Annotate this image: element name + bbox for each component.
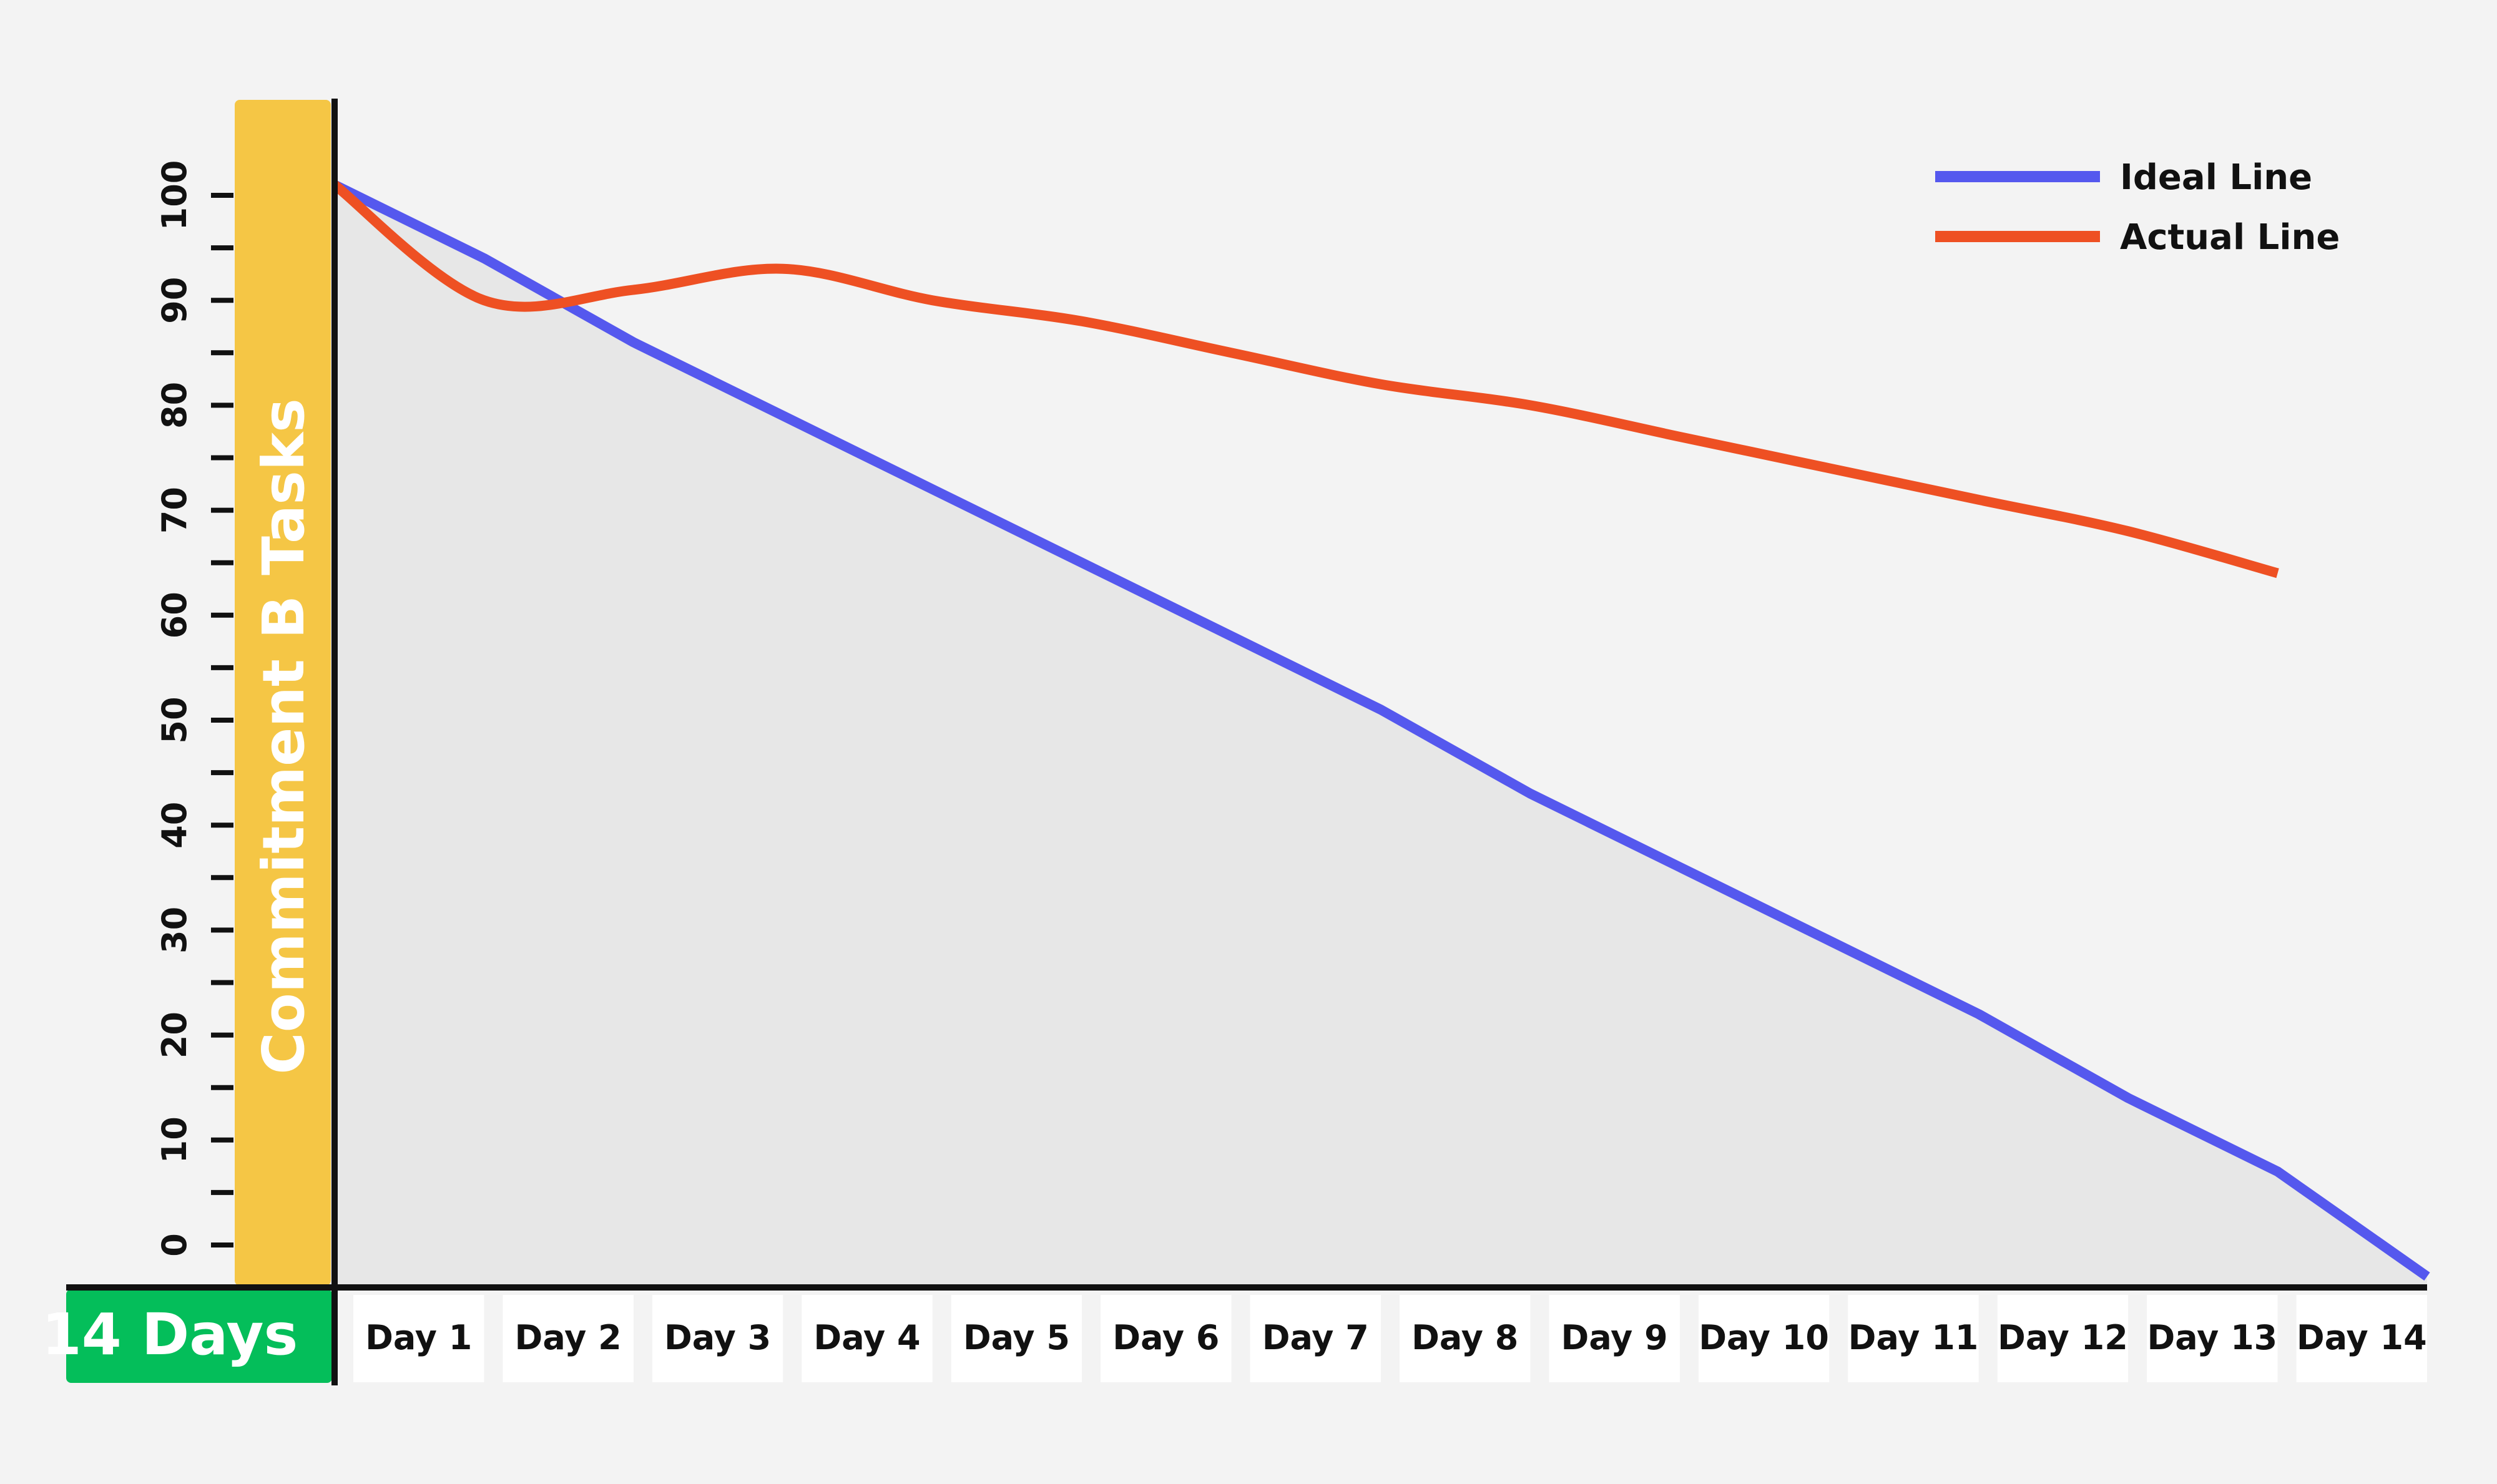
y-tick-label: 90 — [155, 277, 194, 324]
x-axis-title: 14 Days — [42, 1301, 298, 1368]
y-tick-label: 0 — [155, 1233, 194, 1257]
x-tick-label: Day 2 — [515, 1318, 622, 1357]
y-axis-label-band — [235, 100, 331, 1286]
legend-label-ideal-line: Ideal Line — [2120, 157, 2312, 198]
x-axis-title-badge — [66, 1289, 332, 1383]
series-actual-line — [331, 180, 2279, 578]
x-tick-label: Day 11 — [1848, 1318, 1979, 1357]
y-tick-label: 60 — [155, 592, 194, 638]
x-tick-label: Day 3 — [664, 1318, 771, 1357]
x-tick-label: Day 4 — [813, 1318, 920, 1357]
y-axis-title: Commitment B Tasks — [250, 398, 317, 1075]
x-tick-label-box — [1997, 1295, 2129, 1382]
x-tick-label: Day 10 — [1699, 1318, 1829, 1357]
x-tick-label-box — [353, 1295, 484, 1382]
x-tick-label: Day 8 — [1411, 1318, 1518, 1357]
x-tick-label: Day 9 — [1561, 1318, 1668, 1357]
y-tick-label: 20 — [155, 1012, 194, 1058]
x-tick-label: Day 5 — [963, 1318, 1070, 1357]
x-tick-label: Day 13 — [2147, 1318, 2277, 1357]
x-tick-label-box — [1250, 1295, 1381, 1382]
y-tick-label: 70 — [155, 487, 194, 534]
y-tick-label: 50 — [155, 696, 194, 743]
y-tick-label: 40 — [155, 802, 194, 849]
x-tick-label-box — [2296, 1295, 2427, 1382]
x-tick-label-box — [1848, 1295, 1979, 1382]
y-tick-label: 10 — [155, 1116, 194, 1163]
y-tick-label: 30 — [155, 907, 194, 954]
legend-label-actual-line: Actual Line — [2120, 217, 2340, 258]
x-tick-label-box — [802, 1295, 933, 1382]
x-tick-label-box — [2147, 1295, 2278, 1382]
y-tick-label: 100 — [155, 160, 194, 231]
series-ideal-line — [332, 180, 2430, 1281]
y-tick-label: 80 — [155, 382, 194, 429]
x-tick-label: Day 7 — [1262, 1318, 1369, 1357]
x-tick-label: Day 14 — [2297, 1318, 2427, 1357]
ideal-area-fill — [335, 185, 2427, 1288]
x-tick-label-box — [1400, 1295, 1531, 1382]
x-tick-label-box — [503, 1295, 634, 1382]
x-tick-label-box — [951, 1295, 1082, 1382]
x-tick-label: Day 1 — [365, 1318, 472, 1357]
x-tick-label-box — [1549, 1295, 1680, 1382]
x-tick-label-box — [652, 1295, 783, 1382]
x-tick-label-box — [1698, 1295, 1830, 1382]
x-tick-label: Day 12 — [1998, 1318, 2128, 1357]
x-tick-label-box — [1101, 1295, 1232, 1382]
x-tick-label: Day 6 — [1112, 1318, 1219, 1357]
